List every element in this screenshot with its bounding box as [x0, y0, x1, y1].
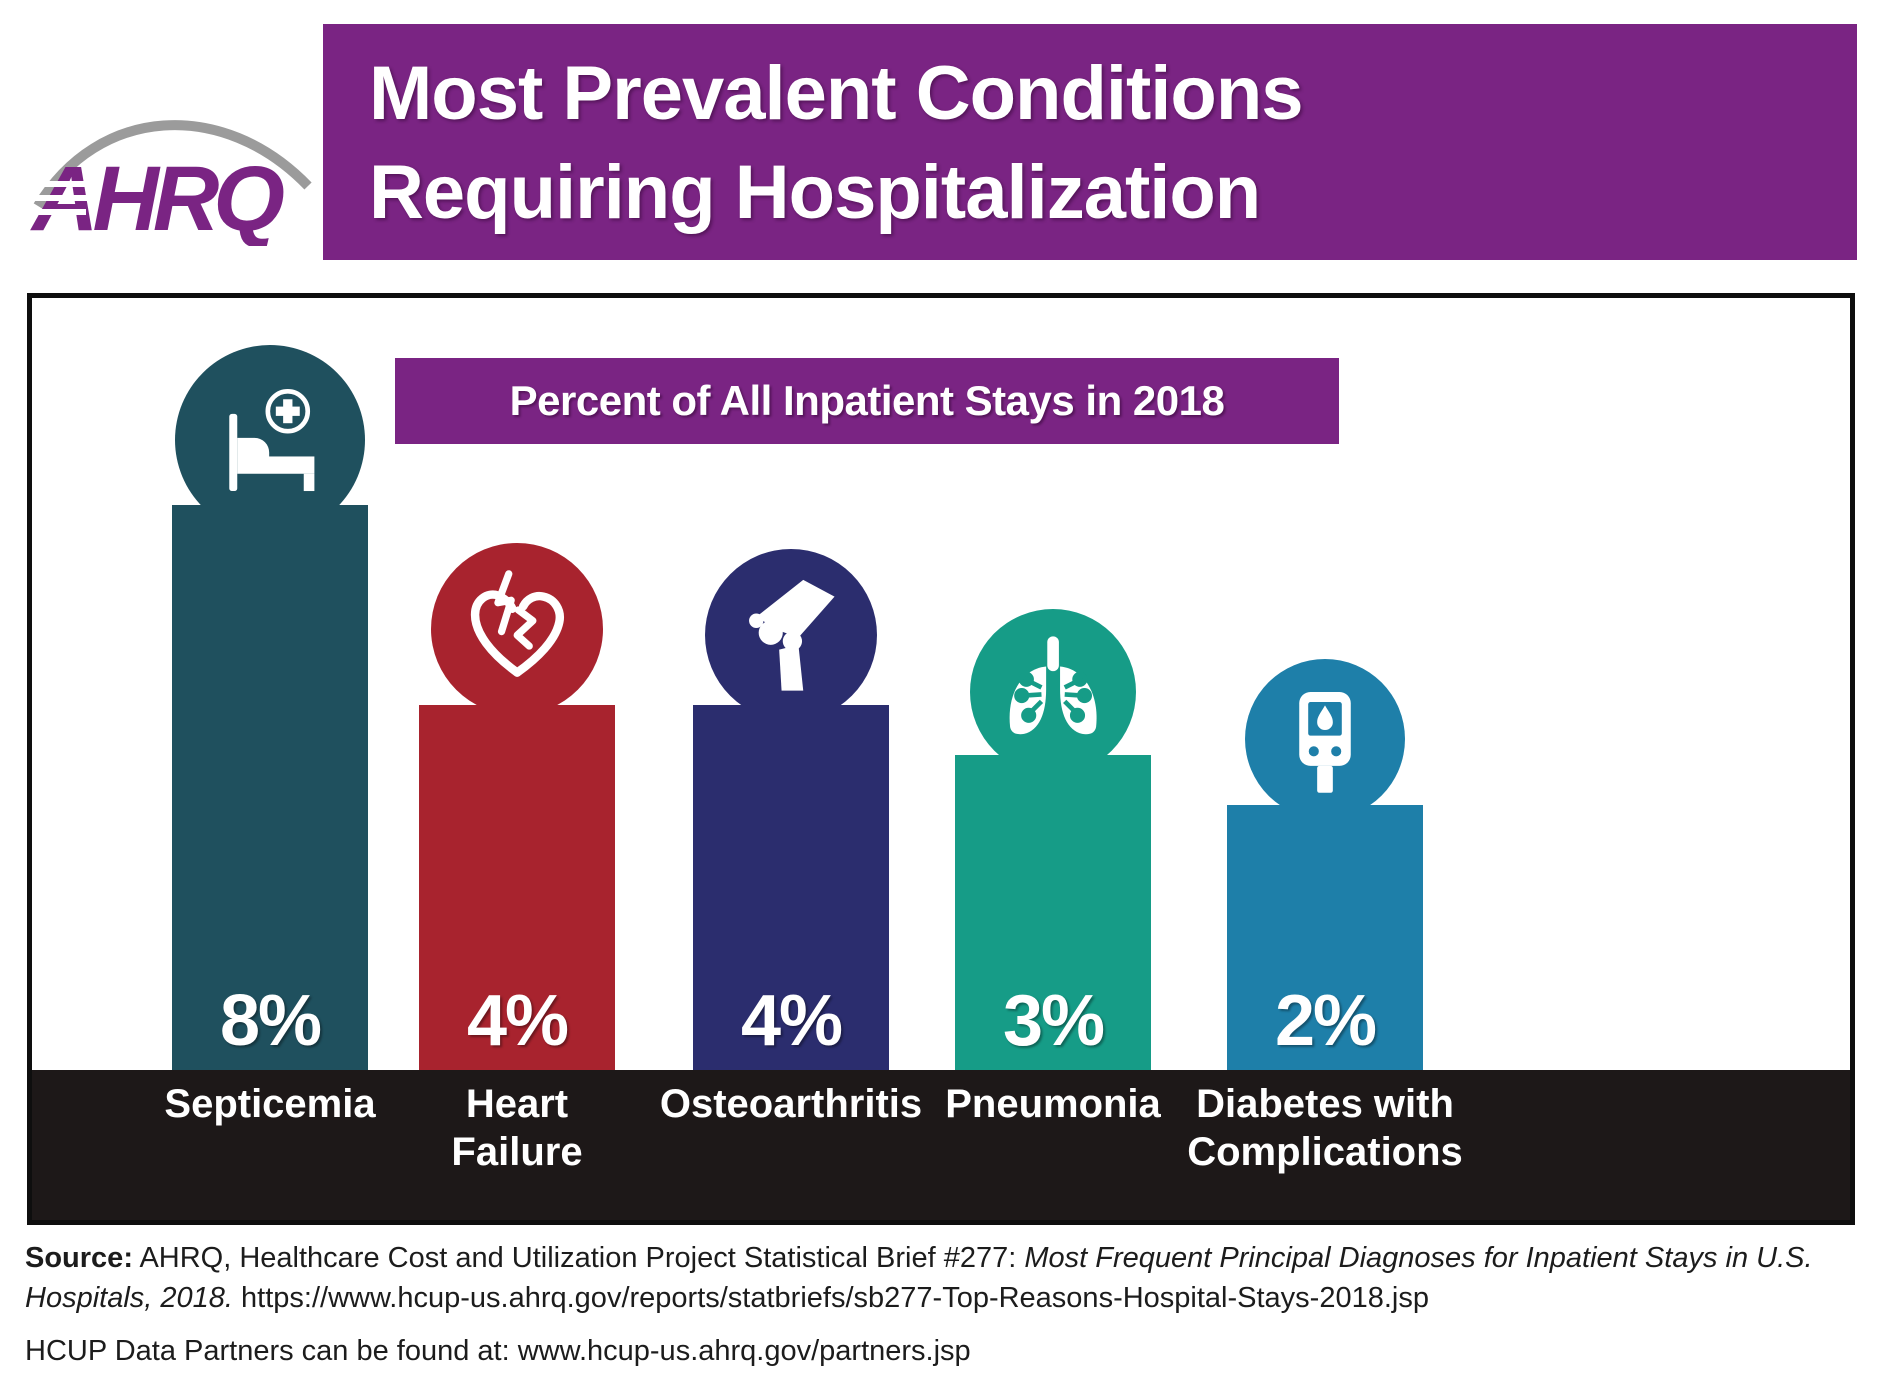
bar-value-label: 3%: [1002, 981, 1105, 1061]
bar-value-label: 4%: [466, 981, 569, 1061]
logo-arc: [33, 120, 312, 209]
bar-osteoarthritis: 4%: [693, 705, 889, 1070]
chart-panel: Percent of All Inpatient Stays in 2018 8…: [27, 293, 1855, 1225]
source-citation-italic: Most Frequent Principal Diagnoses for In…: [25, 1242, 1813, 1314]
ahrq-logo-graphic: AHRQ: [28, 120, 312, 250]
bar-area: 8% 4% 4% 3% 2%: [32, 298, 1850, 1070]
bar-diabetes-with-complications: 2%: [1227, 805, 1423, 1070]
category-label-septicemia: Septicemia: [164, 1080, 375, 1128]
page-title: Most Prevalent Conditions Requiring Hosp…: [323, 24, 1857, 260]
logo-a-stripes: [28, 181, 90, 215]
bar-column-diabetes-with-complications: 2%: [1227, 659, 1423, 1070]
source-label: Source:: [25, 1242, 133, 1274]
category-band: Septicemia Heart Failure Osteoarthritis Pneu…: [32, 1070, 1850, 1220]
category-label-line: Pneumonia: [945, 1082, 1161, 1126]
bar-pneumonia: 3%: [955, 755, 1151, 1070]
source-body: AHRQ, Healthcare Cost and Utilization Pr…: [132, 1242, 1025, 1274]
category-label-line: Failure: [451, 1130, 583, 1174]
ahrq-logo: AHRQ: [28, 78, 328, 250]
bar-value-label: 2%: [1274, 981, 1377, 1061]
bar-value-label: 8%: [219, 981, 322, 1061]
bar-septicemia: 8%: [172, 505, 368, 1070]
category-label-diabetes-with-complications: Diabetes with Complications: [1187, 1080, 1463, 1176]
source-url: https://www.hcup-us.ahrq.gov/reports/sta…: [232, 1282, 1429, 1314]
bar-column-septicemia: 8%: [172, 345, 368, 1070]
category-label-heart-failure: Heart Failure: [451, 1080, 582, 1176]
partners-text: HCUP Data Partners can be found at: www.…: [25, 1335, 971, 1367]
page-title-line1: Most Prevalent Conditions: [369, 51, 1304, 136]
bar-heart-failure: 4%: [419, 705, 615, 1070]
bar-column-heart-failure: 4%: [419, 543, 615, 1070]
footer: Source: AHRQ, Healthcare Cost and Utiliz…: [25, 1238, 1865, 1371]
knee-joint-icon: [705, 549, 877, 721]
category-label-pneumonia: Pneumonia: [945, 1080, 1161, 1128]
bar-column-osteoarthritis: 4%: [693, 549, 889, 1070]
source-text: Source: AHRQ, Healthcare Cost and Utiliz…: [25, 1238, 1865, 1318]
category-label-osteoarthritis: Osteoarthritis: [660, 1080, 922, 1128]
category-label-line: Diabetes with: [1196, 1082, 1454, 1126]
category-label-line: Septicemia: [164, 1082, 376, 1126]
lungs-icon: [970, 609, 1136, 775]
category-label-line: Complications: [1187, 1130, 1463, 1174]
hospital-bed-icon: [175, 345, 365, 535]
chart-subtitle: Percent of All Inpatient Stays in 2018: [395, 358, 1339, 444]
bar-value-label: 4%: [740, 981, 843, 1061]
bar-column-pneumonia: 3%: [955, 609, 1151, 1070]
category-label-line: Heart: [465, 1082, 569, 1126]
broken-heart-icon: [431, 543, 603, 715]
page-title-line2: Requiring Hospitalization: [369, 150, 1261, 235]
category-label-line: Osteoarthritis: [659, 1082, 923, 1126]
glucose-meter-icon: [1245, 659, 1405, 819]
